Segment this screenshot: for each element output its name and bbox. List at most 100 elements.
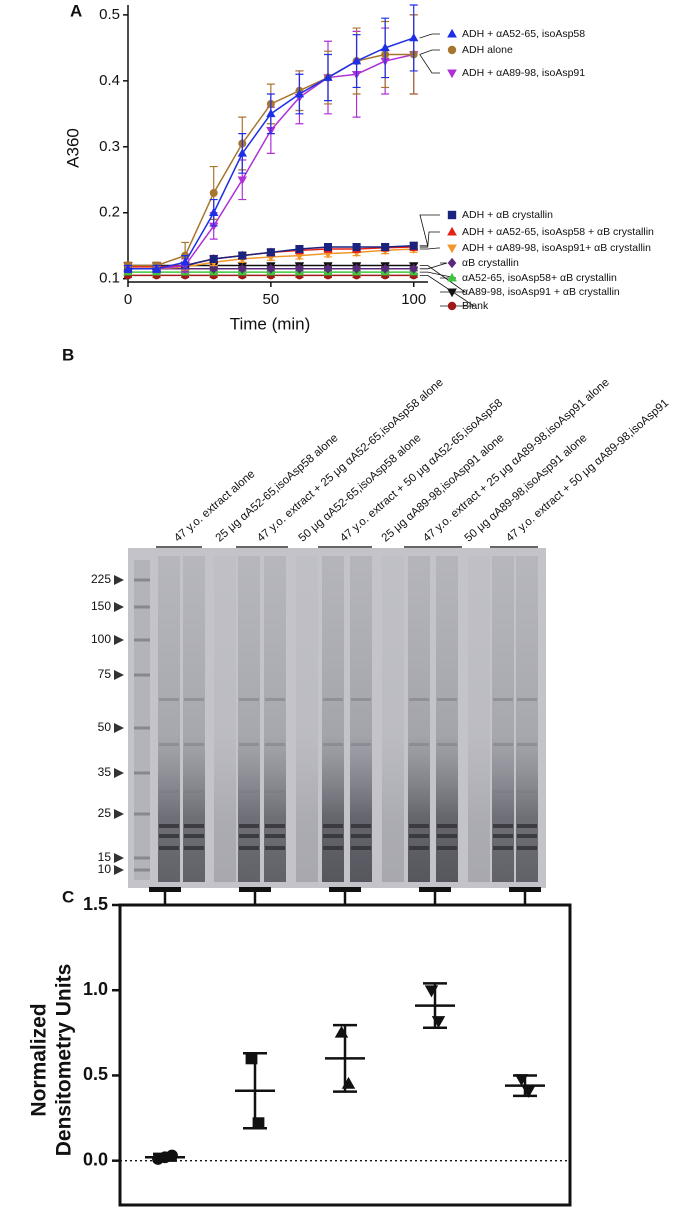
gel-band: [409, 743, 429, 746]
y-axis-title: A360: [63, 128, 82, 168]
marker-arrow: [114, 670, 124, 680]
gel-band: [493, 824, 513, 828]
data-point: [294, 89, 305, 98]
legend-marker: [447, 226, 457, 236]
legend-leader: [419, 271, 457, 279]
marker-arrow: [114, 635, 124, 645]
panel-label: A: [70, 1, 82, 20]
gel-band: [409, 824, 429, 828]
gel-band: [184, 846, 204, 850]
gel-band: [493, 698, 513, 701]
gel-lane: [264, 556, 286, 882]
data-point: [209, 188, 218, 197]
legend-label: ADH + αA52-65, isoAsp58: [462, 28, 585, 40]
gel-lane: [183, 556, 205, 882]
data-point: [381, 263, 390, 274]
error-bar: [153, 1152, 177, 1162]
marker-label: 50: [98, 720, 112, 734]
gel-band: [437, 698, 457, 701]
ladder-band: [134, 726, 150, 730]
gel-lane: [436, 556, 458, 882]
marker-label: 225: [91, 572, 111, 586]
marker-arrow: [114, 602, 124, 612]
gel-band: [409, 790, 429, 793]
gel-lane: [158, 556, 180, 882]
legend-marker: [447, 257, 457, 269]
legend-leader: [419, 214, 440, 247]
gel-band: [517, 834, 537, 838]
lane-bar: [509, 887, 541, 892]
data-point: [323, 263, 333, 274]
gel-band: [239, 846, 259, 850]
legend-leader: [419, 231, 440, 248]
gel-band: [159, 834, 179, 838]
gel-lane: [238, 556, 260, 882]
gel-band: [437, 846, 457, 850]
data-point: [209, 263, 218, 274]
marker-label: 35: [98, 765, 112, 779]
marker-label: 25: [98, 806, 112, 820]
lane-bar: [419, 887, 451, 892]
legend-label: ADH + αA89-98, isoAsp91: [462, 67, 585, 79]
gel-lane: [350, 556, 372, 882]
data-point: [266, 248, 275, 257]
gel-band: [239, 698, 259, 701]
gel-band: [409, 834, 429, 838]
data-point: [266, 108, 276, 118]
gel-band: [437, 743, 457, 746]
marker-label: 15: [98, 850, 112, 864]
gel-lane: [322, 556, 344, 882]
gel-lane: [468, 556, 490, 882]
gel-band: [184, 824, 204, 828]
legend-marker: [447, 288, 457, 298]
gel-lane: [382, 556, 404, 882]
gel-band: [493, 846, 513, 850]
marker-arrow: [114, 575, 124, 585]
gel-band: [351, 698, 371, 701]
gel-band: [265, 698, 285, 701]
y-tick-label: 0.3: [99, 138, 120, 155]
data-point: [409, 33, 419, 42]
gel-lane: [516, 556, 538, 882]
gel-band: [351, 790, 371, 793]
legend-marker: [447, 69, 457, 79]
legend-marker: [447, 45, 457, 55]
legend-label: ADH + αA89-98, isoAsp91+ αB crystallin: [462, 242, 651, 254]
gel-band: [184, 834, 204, 838]
legend-label: αB crystallin: [462, 257, 519, 269]
marker-label: 10: [98, 862, 112, 876]
marker-arrow: [114, 865, 124, 875]
x-axis-title: Time (min): [230, 314, 311, 333]
legend-marker: [447, 210, 457, 220]
gel-band: [517, 698, 537, 701]
marker-label: 75: [98, 667, 112, 681]
gel-band: [265, 824, 285, 828]
error-bar: [423, 982, 447, 1029]
data-point: [295, 245, 304, 254]
lane-label: 47 y.o. extract alone: [172, 468, 257, 544]
data-point: [180, 257, 190, 266]
ladder-band: [134, 812, 150, 816]
y-tick-label: 0.4: [99, 72, 120, 89]
marker-label: 100: [91, 632, 111, 646]
x-tick-label: 50: [263, 291, 280, 308]
y-tick-label: 0.2: [99, 204, 120, 221]
data-point: [351, 56, 362, 65]
y-tick-label: 0.5: [99, 6, 120, 23]
gel-band: [159, 824, 179, 828]
legend-marker: [447, 28, 457, 38]
ladder-band: [134, 638, 150, 642]
gel-band: [517, 846, 537, 850]
data-point: [323, 72, 333, 81]
y-tick-label: 0.5: [83, 1064, 108, 1084]
data-point: [209, 207, 219, 217]
legend-leader: [419, 33, 440, 39]
data-point: [123, 263, 133, 273]
gel-band: [351, 846, 371, 850]
error-bar: [243, 1052, 267, 1130]
legend-marker: [447, 301, 457, 311]
gel-band: [184, 698, 204, 701]
marker-arrow: [114, 723, 124, 733]
gel-lane: [408, 556, 430, 882]
